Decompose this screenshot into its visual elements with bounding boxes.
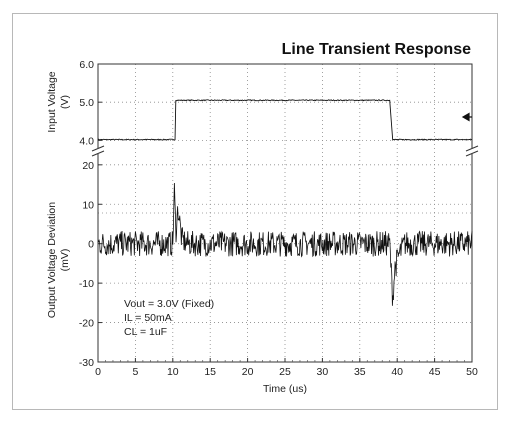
top-y-tick-label-4.0: 4.0	[79, 135, 94, 147]
x-tick-label-5: 5	[132, 366, 138, 378]
top-y-tick-label-6.0: 6.0	[79, 59, 94, 71]
bottom-ylabel-line2: (mV)	[59, 249, 71, 272]
arrow-left-icon	[461, 112, 472, 122]
break-mark-0	[91, 145, 105, 157]
x-tick-label-50: 50	[466, 366, 478, 378]
bottom-y-tick-label--20: -20	[79, 318, 94, 330]
series-layer	[97, 99, 473, 306]
x-axis-label: Time (us)	[263, 383, 307, 395]
axis-break-marks	[91, 145, 479, 157]
bottom-y-tick-label--10: -10	[79, 278, 94, 290]
grid	[98, 64, 472, 362]
bottom-ylabel-line1: Output Voltage Deviation	[46, 202, 58, 318]
chart-frame	[12, 13, 498, 410]
break-mark-1	[465, 145, 479, 157]
x-tick-label-10: 10	[167, 366, 179, 378]
output-deviation-series	[97, 182, 473, 306]
x-tick-label-15: 15	[204, 366, 216, 378]
bottom-y-tick-label-10: 10	[82, 199, 94, 211]
x-tick-label-20: 20	[242, 366, 254, 378]
x-tick-label-35: 35	[354, 366, 366, 378]
x-tick-label-0: 0	[95, 366, 101, 378]
x-tick-label-30: 30	[317, 366, 329, 378]
top-y-tick-label-5.0: 5.0	[79, 97, 94, 109]
chart-title: Line Transient Response	[282, 41, 471, 58]
break-gap-0	[93, 148, 103, 154]
tick-labels: 0 5 10 15 20 25 30 35 40 45 50 6.0 5.0 4.0 20 10 0 -10 -20…	[79, 59, 478, 378]
top-ylabel-line2: (V)	[59, 95, 71, 109]
x-tick-label-40: 40	[391, 366, 403, 378]
bottom-y-tick-label-20: 20	[82, 160, 94, 172]
top-ylabel-line1: Input Voltage	[46, 71, 58, 132]
x-tick-label-25: 25	[279, 366, 291, 378]
bottom-y-tick-label-0: 0	[88, 239, 94, 251]
input-voltage-series	[97, 99, 473, 141]
tick-marks	[97, 63, 473, 363]
break-gap-1	[467, 148, 477, 154]
bottom-y-tick-label--30: -30	[79, 357, 94, 369]
x-tick-label-45: 45	[429, 366, 441, 378]
annotation-il: IL = 50mA	[124, 312, 172, 324]
annotation-vout: Vout = 3.0V (Fixed)	[124, 298, 214, 310]
annotation-cl: CL = 1uF	[124, 326, 167, 338]
